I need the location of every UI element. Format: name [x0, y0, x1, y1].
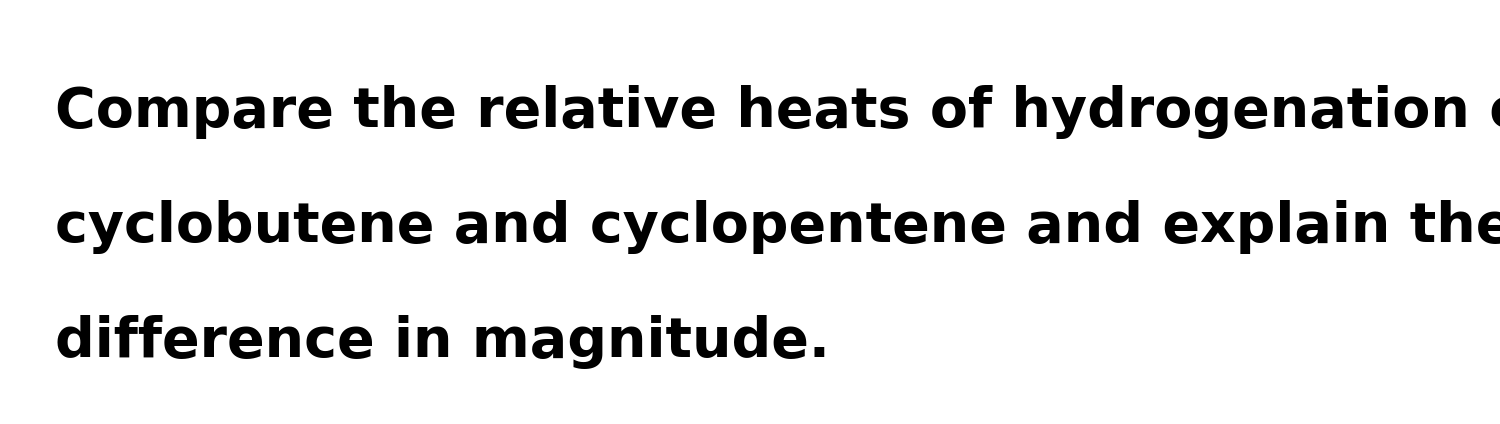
Text: cyclobutene and cyclopentene and explain the: cyclobutene and cyclopentene and explain… — [56, 200, 1500, 254]
Text: difference in magnitude.: difference in magnitude. — [56, 315, 830, 369]
Text: Compare the relative heats of hydrogenation of: Compare the relative heats of hydrogenat… — [56, 85, 1500, 139]
